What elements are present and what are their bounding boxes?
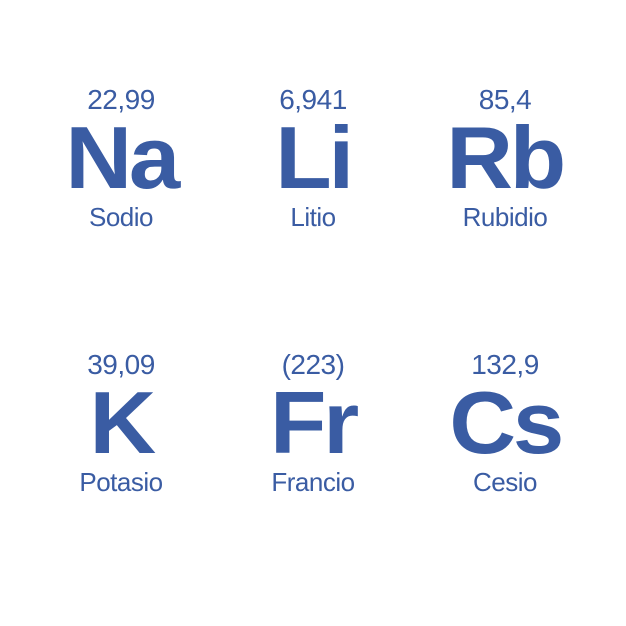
element-name: Sodio bbox=[89, 204, 153, 230]
element-symbol: Fr bbox=[270, 381, 356, 465]
element-name: Rubidio bbox=[463, 204, 548, 230]
element-symbol: Rb bbox=[447, 116, 564, 200]
element-symbol: Na bbox=[65, 116, 177, 200]
element-symbol: Li bbox=[275, 116, 351, 200]
element-name: Potasio bbox=[79, 469, 162, 495]
element-tile: (223) Fr Francio bbox=[222, 311, 404, 537]
element-name: Litio bbox=[290, 204, 335, 230]
element-symbol: K bbox=[89, 381, 153, 465]
element-name: Cesio bbox=[473, 469, 537, 495]
elements-grid: 22,99 Na Sodio 6,941 Li Litio 85,4 Rb Ru… bbox=[0, 0, 626, 626]
element-tile: 85,4 Rb Rubidio bbox=[414, 45, 596, 271]
element-name: Francio bbox=[271, 469, 354, 495]
element-tile: 6,941 Li Litio bbox=[222, 45, 404, 271]
element-tile: 39,09 K Potasio bbox=[30, 311, 212, 537]
element-tile: 132,9 Cs Cesio bbox=[414, 311, 596, 537]
element-symbol: Cs bbox=[449, 381, 561, 465]
element-tile: 22,99 Na Sodio bbox=[30, 45, 212, 271]
